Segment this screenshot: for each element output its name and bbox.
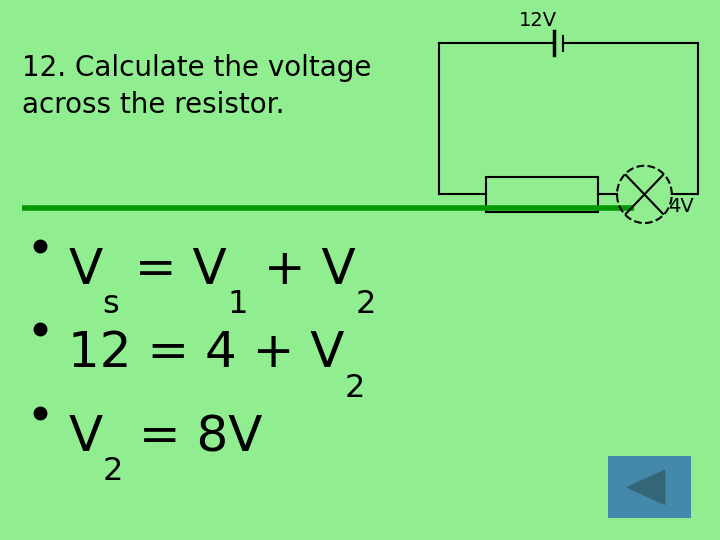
Text: V: V [68,246,103,294]
Text: 2: 2 [356,289,376,320]
Text: + V: + V [248,246,356,294]
Bar [608,456,691,518]
Text: s: s [103,289,120,320]
Bar [486,177,598,212]
Text: = V: = V [120,246,227,294]
Polygon shape [627,470,665,504]
Text: 4V: 4V [668,197,694,216]
Text: 2: 2 [103,456,123,487]
Text: 12 = 4 + V: 12 = 4 + V [68,329,345,377]
Text: 1: 1 [227,289,248,320]
Text: 12V: 12V [518,11,557,30]
Text: V: V [68,413,103,461]
Text: = 8V: = 8V [123,413,263,461]
Text: 12. Calculate the voltage
across the resistor.: 12. Calculate the voltage across the res… [22,54,371,119]
Text: 2: 2 [345,373,366,403]
